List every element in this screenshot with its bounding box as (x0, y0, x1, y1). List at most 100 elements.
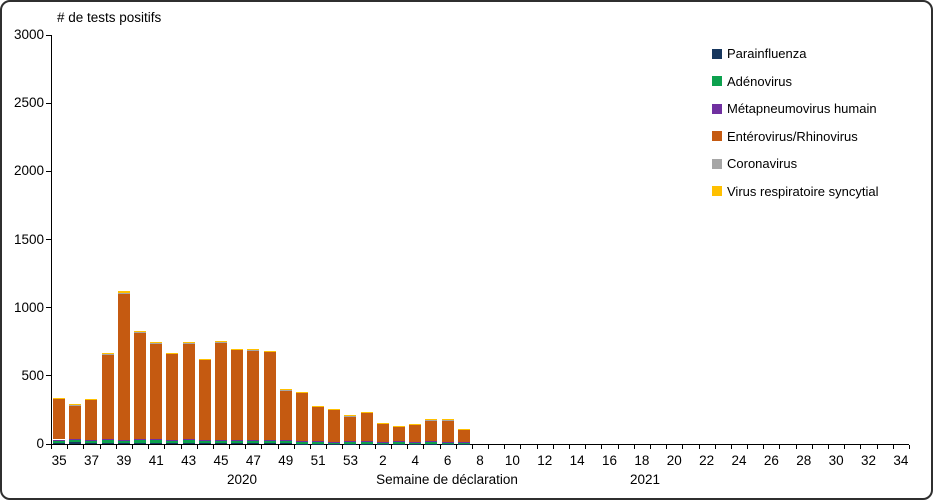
bar-week-40-segment (134, 331, 147, 333)
y-axis-tick-label: 2000 (13, 163, 44, 179)
bar-week-47-segment (247, 350, 260, 351)
bar-week-47-segment (247, 349, 260, 351)
x-axis-tick (423, 445, 425, 449)
bar-week-46-segment (231, 349, 244, 441)
bar-week-39-segment (117, 294, 130, 441)
x-axis-tick (844, 445, 846, 449)
bar-week-45-segment (214, 341, 227, 342)
x-axis-tick (520, 445, 522, 449)
bar-week-42-segment (166, 439, 179, 441)
y-axis-tick (46, 239, 51, 240)
bar-week-41-segment (150, 342, 163, 344)
bar-week-46-segment (231, 349, 244, 350)
bar-week-42-segment (166, 352, 179, 354)
bar-week-44-segment (198, 443, 211, 444)
year-label-2021: 2021 (629, 472, 661, 487)
bar-week-37-segment (85, 399, 98, 440)
x-axis-tick (876, 445, 878, 449)
x-axis-tick (51, 445, 52, 449)
bar-week-48-segment (263, 439, 276, 441)
bar-week-48-segment (263, 440, 276, 444)
bar-week-47-segment (247, 443, 260, 444)
x-axis-tick (326, 445, 328, 449)
legend-item-label: Parainfluenza (727, 46, 807, 62)
bar-week-6-segment (441, 419, 454, 421)
x-axis-tick (811, 445, 813, 449)
x-axis-tick-label: 16 (601, 453, 618, 468)
bar-week-38-segment (101, 353, 114, 354)
bar-week-45-segment (214, 440, 227, 444)
legend-color-swatch-icon (712, 76, 722, 87)
bar-week-45-segment (214, 342, 227, 440)
bar-week-4-segment (409, 423, 422, 425)
bar-week-36-segment (69, 405, 82, 440)
legend-color-swatch-icon (712, 131, 722, 142)
bar-week-36-segment (69, 439, 82, 440)
x-axis-tick (698, 445, 700, 449)
bar-week-53-segment (344, 441, 357, 444)
bar-week-48-segment (263, 350, 276, 352)
bar-week-43-segment (182, 342, 195, 344)
y-axis-tick-label: 0 (36, 436, 44, 451)
x-axis-tick-label: 12 (537, 453, 553, 468)
x-axis-tick (617, 445, 619, 449)
y-axis-tick (46, 307, 51, 309)
x-axis-tick (196, 445, 198, 449)
x-axis-tick (779, 445, 781, 449)
bar-week-36-segment (69, 439, 82, 443)
year-label-2020: 2020 (226, 472, 258, 487)
x-axis-tick-label: 32 (861, 453, 877, 468)
x-axis-tick-label: 4 (411, 453, 419, 468)
chart-title: # de tests positifs (57, 10, 162, 25)
x-axis-tick (666, 445, 668, 449)
x-axis-tick (585, 445, 587, 449)
x-axis-tick (148, 445, 150, 449)
bar-week-49-segment (279, 440, 292, 441)
x-axis-tick (180, 445, 182, 449)
x-axis-tick-label: 30 (828, 453, 844, 468)
bar-week-38-segment (101, 354, 114, 439)
x-axis-tick-label: 41 (148, 453, 164, 468)
bar-week-49-segment (279, 389, 292, 391)
bar-week-47-segment (247, 350, 260, 440)
x-axis-tick (601, 445, 603, 449)
bar-week-44-segment (198, 441, 211, 444)
x-axis-tick (536, 445, 538, 449)
bar-week-5-segment (425, 441, 438, 444)
legend-color-swatch-icon (712, 103, 722, 114)
bar-week-4-segment (409, 442, 422, 444)
x-axis-tick (714, 445, 716, 449)
bar-week-50-segment (295, 441, 308, 444)
x-axis-tick-label: 45 (213, 453, 229, 468)
bar-week-39-segment (117, 292, 130, 295)
bar-week-37-segment (85, 440, 98, 443)
bar-week-36-segment (69, 442, 82, 444)
bar-week-1-segment (360, 441, 373, 444)
x-axis-tick (212, 445, 214, 449)
x-axis-tick-label: 24 (731, 453, 747, 468)
x-axis-tick (682, 445, 684, 449)
legend-color-swatch-icon (712, 158, 722, 169)
bar-week-44-segment (198, 359, 211, 441)
legend-item-label: Métapneumovirus humain (727, 101, 877, 117)
bar-week-43-segment (182, 443, 195, 444)
bar-week-47-segment (247, 440, 260, 444)
x-axis-tick (293, 445, 295, 449)
x-axis-tick-label: 26 (763, 453, 779, 468)
bar-week-35-segment (53, 398, 66, 440)
x-axis-tick (67, 445, 69, 449)
x-axis-tick (390, 445, 392, 449)
bar-week-42-segment (166, 353, 179, 354)
bar-week-38-segment (101, 443, 114, 444)
bar-week-53-segment (344, 416, 357, 442)
bar-week-40-segment (134, 330, 147, 332)
y-axis-tick-label: 1500 (13, 231, 44, 247)
bar-week-52-segment (328, 441, 341, 444)
legend-item: Virus respiratoire syncytial (712, 178, 878, 206)
bar-week-49-segment (279, 443, 292, 444)
x-axis-tick (504, 445, 506, 449)
x-axis-tick (310, 445, 312, 449)
x-axis-tick (407, 445, 409, 449)
x-axis-tick (131, 445, 133, 449)
